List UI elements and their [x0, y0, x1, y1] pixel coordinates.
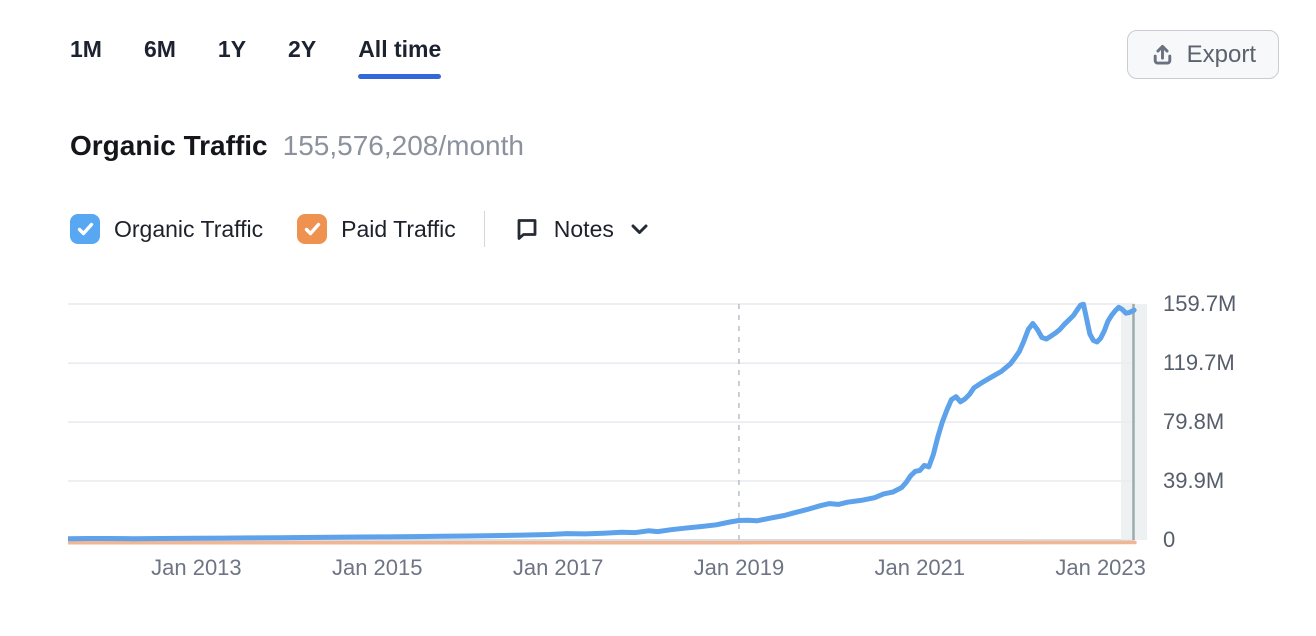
time-range-tabs: 1M 6M 1Y 2Y All time	[70, 36, 442, 79]
tab-all-time[interactable]: All time	[358, 36, 442, 79]
y-axis-tick-label: 159.7M	[1163, 291, 1237, 316]
paid-traffic-toggle[interactable]: Paid Traffic	[297, 214, 456, 244]
metric-header: Organic Traffic 155,576,208/month	[70, 130, 524, 162]
metric-title: Organic Traffic	[70, 130, 268, 161]
notes-dropdown[interactable]: Notes	[513, 215, 648, 243]
export-button[interactable]: Export	[1126, 30, 1279, 79]
tab-6m[interactable]: 6M	[144, 36, 176, 79]
x-axis-tick-label: Jan 2023	[1055, 555, 1146, 580]
traffic-chart[interactable]: 159.7M 119.7M 79.8M 39.9M 0 Jan 2013 Jan 2015…	[0, 290, 1316, 620]
x-axis-tick-label: Jan 2019	[693, 555, 785, 580]
y-axis-tick-label: 79.8M	[1163, 409, 1225, 435]
metric-value: 155,576,208/month	[282, 130, 524, 161]
y-axis-tick-label: 0	[1163, 527, 1176, 552]
paid-traffic-checkbox[interactable]	[297, 214, 328, 244]
tab-1y[interactable]: 1Y	[218, 36, 246, 79]
line-chart-plot[interactable]	[68, 290, 1148, 552]
divider	[483, 211, 485, 247]
chevron-down-icon	[631, 224, 648, 235]
organic-traffic-toggle[interactable]: Organic Traffic	[70, 214, 263, 244]
x-axis-tick-label: Jan 2015	[331, 555, 423, 580]
paid-traffic-label: Paid Traffic	[341, 215, 456, 242]
y-axis-tick-label: 119.7M	[1163, 350, 1235, 376]
organic-traffic-line	[68, 301, 1137, 542]
x-axis-tick-label: Jan 2013	[151, 555, 242, 580]
organic-traffic-label: Organic Traffic	[114, 215, 264, 242]
check-icon	[77, 222, 93, 236]
notes-label: Notes	[553, 215, 614, 242]
x-axis-tick-label: Jan 2017	[512, 555, 604, 580]
y-axis-tick-label: 39.9M	[1163, 468, 1225, 494]
organic-traffic-checkbox[interactable]	[70, 214, 100, 244]
tab-2y[interactable]: 2Y	[288, 36, 316, 79]
tab-1m[interactable]: 1M	[70, 36, 102, 79]
export-button-label: Export	[1186, 40, 1256, 68]
upload-icon	[1150, 42, 1175, 67]
check-icon	[304, 222, 320, 236]
x-axis-tick-label: Jan 2021	[874, 555, 966, 580]
note-bubble-icon	[513, 215, 541, 243]
chart-controls: Organic Traffic Paid Traffic Notes	[70, 211, 648, 247]
